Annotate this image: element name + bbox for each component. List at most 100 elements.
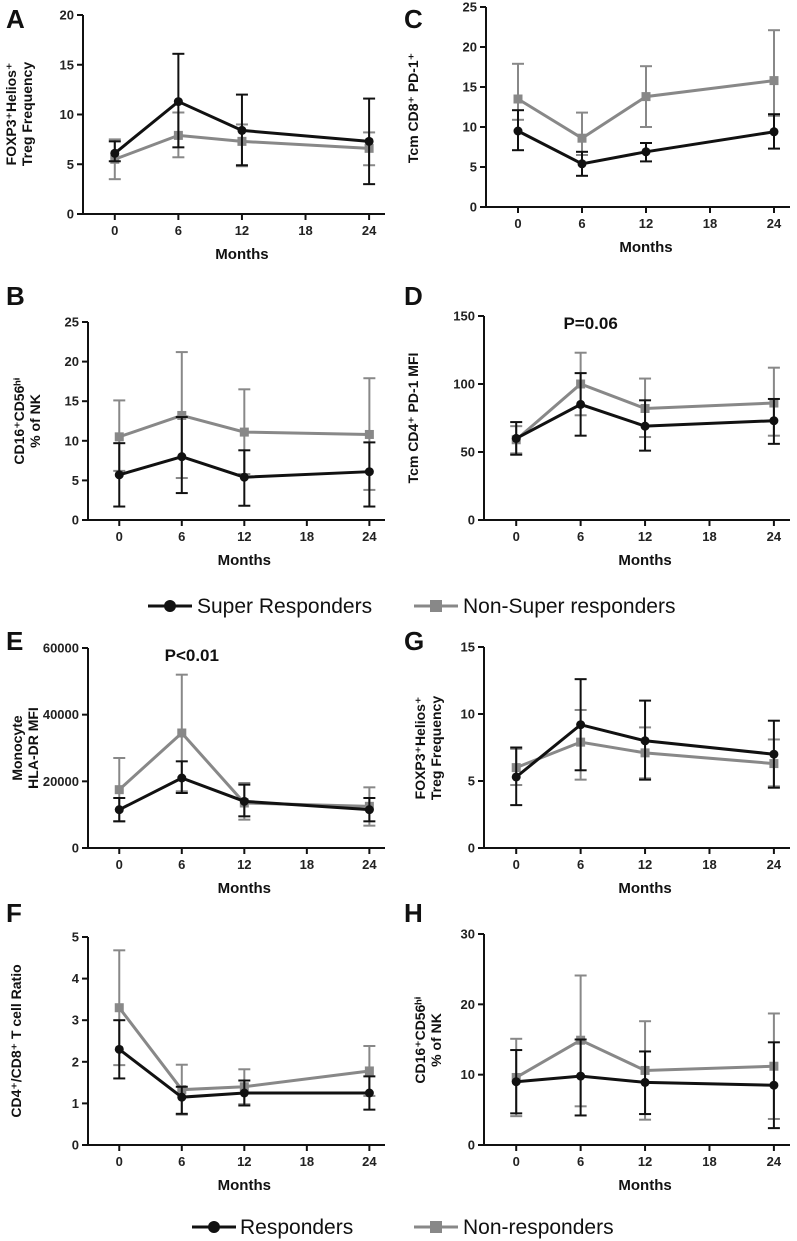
data-point xyxy=(769,1080,779,1090)
y-tick-label: 2 xyxy=(72,1054,79,1069)
data-point xyxy=(769,416,779,426)
x-tick-label: 12 xyxy=(237,529,251,544)
x-tick-label: 12 xyxy=(639,216,653,231)
y-tick-label: 5 xyxy=(72,930,79,945)
y-tick-label: 40000 xyxy=(43,707,79,722)
series-super-responders xyxy=(108,52,376,186)
panel-letter: E xyxy=(6,626,23,656)
series-line xyxy=(515,1038,774,1079)
y-axis-label-line2: % of NK xyxy=(27,394,43,448)
data-point xyxy=(239,1088,249,1098)
x-tick-label: 6 xyxy=(178,529,185,544)
y-axis-label-line1: Tcm CD4⁺ PD-1 MFI xyxy=(405,353,421,484)
x-tick-label: 0 xyxy=(513,1154,520,1169)
series-super-responders xyxy=(510,372,780,456)
y-tick-label: 15 xyxy=(461,640,475,655)
panel-letter: H xyxy=(404,898,423,928)
y-axis-label-line2: HLA-DR MFI xyxy=(25,707,41,789)
y-tick-label: 10 xyxy=(461,707,475,722)
data-point xyxy=(114,470,124,480)
data-point xyxy=(511,772,521,782)
legend-marker xyxy=(430,1221,442,1233)
data-point xyxy=(110,148,120,158)
legend-marker xyxy=(430,600,442,612)
y-axis-label-line1: CD16⁺CD56ʰⁱ xyxy=(11,377,27,464)
data-point xyxy=(364,805,374,815)
data-point xyxy=(237,125,247,135)
y-axis-label-line2: Treg Frequency xyxy=(428,696,444,800)
p-value-annotation: P<0.01 xyxy=(165,646,219,665)
series-super-responders xyxy=(512,109,780,177)
y-tick-label: 15 xyxy=(60,57,74,72)
data-point xyxy=(177,1092,187,1102)
x-axis-label: Months xyxy=(618,1177,671,1194)
data-point xyxy=(769,749,779,759)
y-axis-label-line1: Monocyte xyxy=(9,715,25,781)
y-tick-label: 50 xyxy=(461,445,475,460)
legend-label: Responders xyxy=(240,1216,353,1239)
x-tick-label: 12 xyxy=(638,1154,652,1169)
x-tick-label: 24 xyxy=(767,1154,782,1169)
data-point xyxy=(239,796,249,806)
series-line xyxy=(515,382,774,441)
y-axis-label: MonocyteHLA-DR MFI xyxy=(9,707,41,789)
x-axis-label: Months xyxy=(215,246,268,263)
y-tick-label: 0 xyxy=(67,207,74,222)
legend-marker xyxy=(164,600,176,612)
data-point xyxy=(577,159,587,169)
series-line xyxy=(517,129,775,166)
series-line xyxy=(517,79,775,140)
y-axis-label: CD16⁺CD56ʰⁱ% of NK xyxy=(412,996,444,1083)
x-tick-label: 24 xyxy=(362,857,377,872)
x-tick-label: 24 xyxy=(362,1154,377,1169)
data-point xyxy=(640,1077,650,1087)
panel-letter: G xyxy=(404,626,424,656)
y-tick-label: 5 xyxy=(470,160,477,175)
x-tick-label: 18 xyxy=(300,529,314,544)
x-tick-label: 18 xyxy=(702,529,716,544)
y-tick-label: 0 xyxy=(72,841,79,856)
y-axis-label-line1: CD16⁺CD56ʰⁱ xyxy=(412,996,428,1083)
x-tick-label: 18 xyxy=(298,223,312,238)
y-tick-label: 10 xyxy=(463,120,477,135)
y-tick-label: 25 xyxy=(463,0,477,15)
x-axis-label: Months xyxy=(218,552,271,569)
x-tick-label: 6 xyxy=(577,1154,584,1169)
data-point xyxy=(173,97,183,107)
series-super-responders xyxy=(113,416,376,508)
x-tick-label: 24 xyxy=(767,857,782,872)
y-tick-label: 20000 xyxy=(43,774,79,789)
panel-letter: D xyxy=(404,281,423,311)
x-tick-label: 12 xyxy=(237,857,251,872)
panel-letter: B xyxy=(6,281,25,311)
y-tick-label: 60000 xyxy=(43,641,79,656)
y-tick-label: 5 xyxy=(72,473,79,488)
y-tick-label: 20 xyxy=(65,354,79,369)
series-line xyxy=(118,776,370,812)
x-tick-label: 12 xyxy=(638,857,652,872)
series-responders xyxy=(510,1038,780,1130)
series-non-super-responders xyxy=(512,29,780,156)
legend-label: Super Responders xyxy=(197,595,372,618)
y-tick-label: 10 xyxy=(65,433,79,448)
x-tick-label: 0 xyxy=(514,216,521,231)
data-point xyxy=(576,1071,586,1081)
y-tick-label: 5 xyxy=(67,157,74,172)
y-axis-label: CD4⁺/CD8⁺ T cell Ratio xyxy=(8,964,24,1117)
data-point xyxy=(364,136,374,146)
chart-panel-a: A 0 5 10 15 20 0 6 12 18 24 Months FOXP3⁺Helios⁺Treg… xyxy=(3,4,385,263)
x-tick-label: 18 xyxy=(300,857,314,872)
x-axis-label: Months xyxy=(619,239,672,256)
y-tick-label: 1 xyxy=(72,1096,79,1111)
series-line xyxy=(118,1048,370,1099)
data-point xyxy=(641,147,651,157)
data-point xyxy=(177,410,187,420)
legend-item: Non-responders xyxy=(414,1216,614,1239)
panel-letter: C xyxy=(404,4,423,34)
data-point xyxy=(364,429,374,439)
series-line xyxy=(118,413,370,439)
data-point xyxy=(577,133,587,143)
x-tick-label: 12 xyxy=(638,529,652,544)
legend-item: Super Responders xyxy=(148,595,372,618)
x-tick-label: 18 xyxy=(702,1154,716,1169)
